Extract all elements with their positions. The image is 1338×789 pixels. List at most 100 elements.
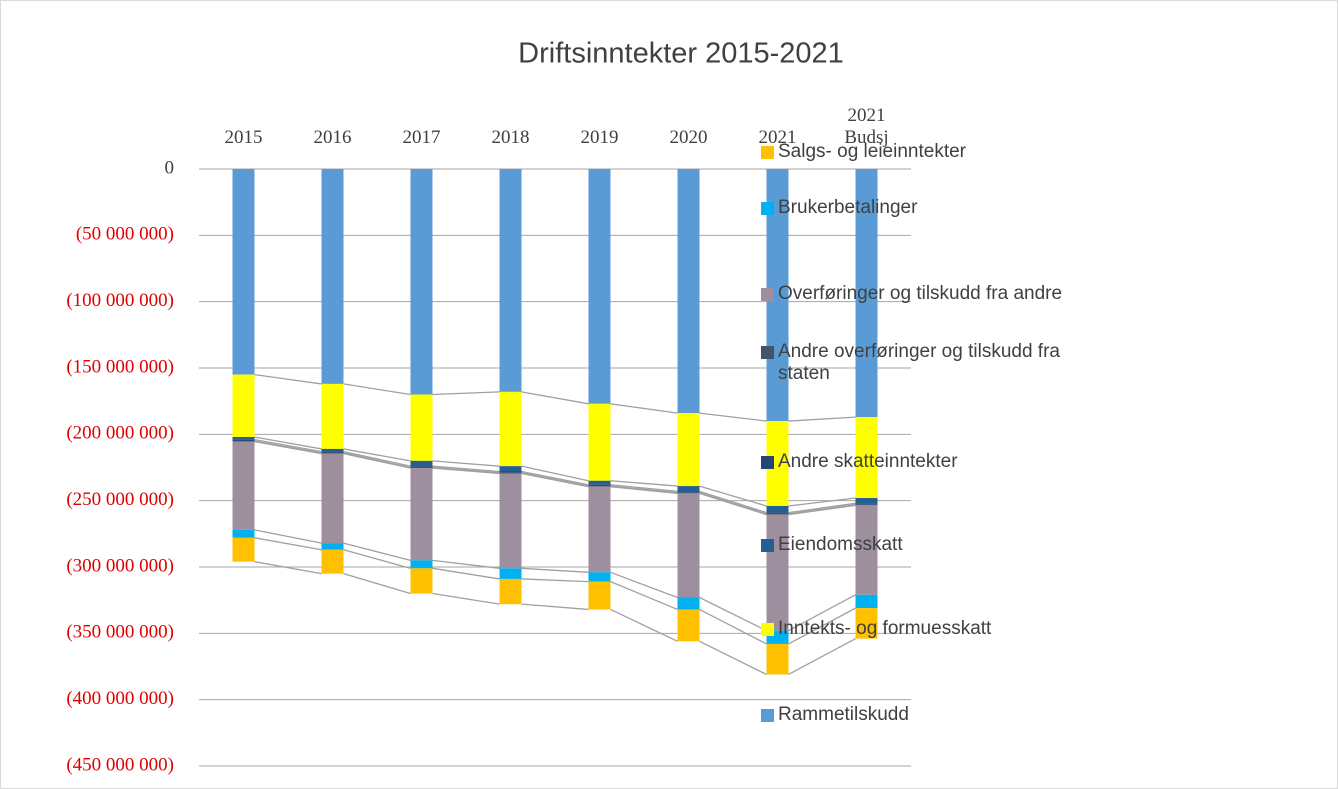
legend-label: Inntekts- og formuesskatt <box>778 618 992 639</box>
legend-label: Overføringer og tilskudd fra andre <box>778 283 1063 304</box>
x-tick-label: 2018 <box>491 127 530 148</box>
series-line <box>432 467 500 475</box>
bar-segment <box>410 468 433 561</box>
series-line <box>788 607 856 645</box>
series-line <box>254 529 322 544</box>
series-line <box>788 416 856 422</box>
bar-segment <box>855 498 878 504</box>
bar-segment <box>766 513 789 515</box>
bar-segment <box>232 436 255 440</box>
bar-segment <box>410 460 433 467</box>
bar-segment <box>499 578 522 605</box>
y-tick-label: (200 000 000) <box>66 423 174 444</box>
bar-segment <box>321 169 344 384</box>
series-line <box>521 567 589 573</box>
series-line <box>610 608 678 642</box>
series-line <box>699 412 767 422</box>
series-line <box>343 383 411 396</box>
series-line <box>788 594 856 632</box>
series-line <box>788 638 856 676</box>
series-line <box>432 460 500 467</box>
series-line <box>699 485 767 507</box>
legend-item: Rammetilskudd <box>761 704 1336 726</box>
bar-segment <box>588 486 611 573</box>
chart-title: Driftsinntekter 2015-2021 <box>518 38 844 70</box>
series-line <box>432 465 500 473</box>
bar-segment <box>499 473 522 569</box>
bar-segment <box>677 491 700 493</box>
series-line <box>254 436 322 450</box>
series-line <box>699 640 767 676</box>
legend-label: Brukerbetalinger <box>778 197 918 218</box>
bar-segment <box>677 492 700 494</box>
y-tick-label: (400 000 000) <box>66 688 174 709</box>
bar-segment <box>499 169 522 392</box>
x-tick-label: 2021 Budsj <box>844 105 889 148</box>
series-line <box>343 549 411 569</box>
series-line <box>521 391 589 405</box>
series-line <box>610 571 678 599</box>
bar-segment <box>588 169 611 404</box>
bar-segment <box>677 486 700 492</box>
bar-segment <box>410 394 433 461</box>
legend-label: Rammetilskudd <box>778 704 909 725</box>
y-tick-label: 0 <box>165 157 175 178</box>
series-line <box>432 466 500 474</box>
bar-segment <box>499 568 522 579</box>
y-tick-label: (250 000 000) <box>66 489 174 510</box>
bar-segment <box>677 597 700 610</box>
legend-swatch <box>761 456 774 469</box>
bar-segment <box>499 466 522 472</box>
bar-segment <box>232 169 255 375</box>
series-line <box>788 502 856 514</box>
y-tick-label: (150 000 000) <box>66 356 174 377</box>
series-line <box>521 470 589 486</box>
bar-segment <box>410 568 433 594</box>
bar-segment <box>766 512 789 514</box>
y-tick-label: (100 000 000) <box>66 290 174 311</box>
bar-segment <box>677 609 700 642</box>
series-line <box>343 452 411 469</box>
y-tick-label: (350 000 000) <box>66 622 174 643</box>
y-tick-label: (300 000 000) <box>66 555 174 576</box>
legend-label: Eiendomsskatt <box>778 534 903 555</box>
legend-swatch <box>761 288 774 301</box>
series-line <box>788 497 856 507</box>
series-line <box>432 592 500 605</box>
bar-segment <box>855 503 878 505</box>
legend-item: Salgs- og leieinntekter <box>761 141 1336 163</box>
bar-segment <box>766 514 789 631</box>
legend-item: Brukerbetalinger <box>761 197 1336 219</box>
series-line <box>343 573 411 595</box>
series-line <box>610 486 678 495</box>
bar-segment <box>321 383 344 449</box>
series-line <box>521 472 589 488</box>
bar-segment <box>499 391 522 467</box>
legend-swatch <box>761 539 774 552</box>
bar-segment <box>321 543 344 550</box>
series-line <box>432 559 500 569</box>
bar-segment <box>321 453 344 544</box>
legend-swatch <box>761 346 774 359</box>
series-line <box>788 504 856 516</box>
bar-segment <box>677 413 700 487</box>
bar-segment <box>232 441 255 530</box>
bar-segment <box>855 169 878 418</box>
bar-segment <box>410 467 433 469</box>
bar-segment <box>499 472 522 474</box>
series-line <box>432 391 500 396</box>
bar-segment <box>321 452 344 454</box>
series-line <box>521 465 589 482</box>
series-line <box>254 439 322 453</box>
bar-segment <box>855 504 878 506</box>
series-line <box>610 484 678 493</box>
bar-segment <box>232 440 255 442</box>
series-line <box>610 403 678 414</box>
bar-segment <box>588 581 611 610</box>
bar-segment <box>321 451 344 453</box>
series-line <box>699 490 767 514</box>
bar-segment <box>766 505 789 513</box>
legend-swatch <box>761 146 774 159</box>
